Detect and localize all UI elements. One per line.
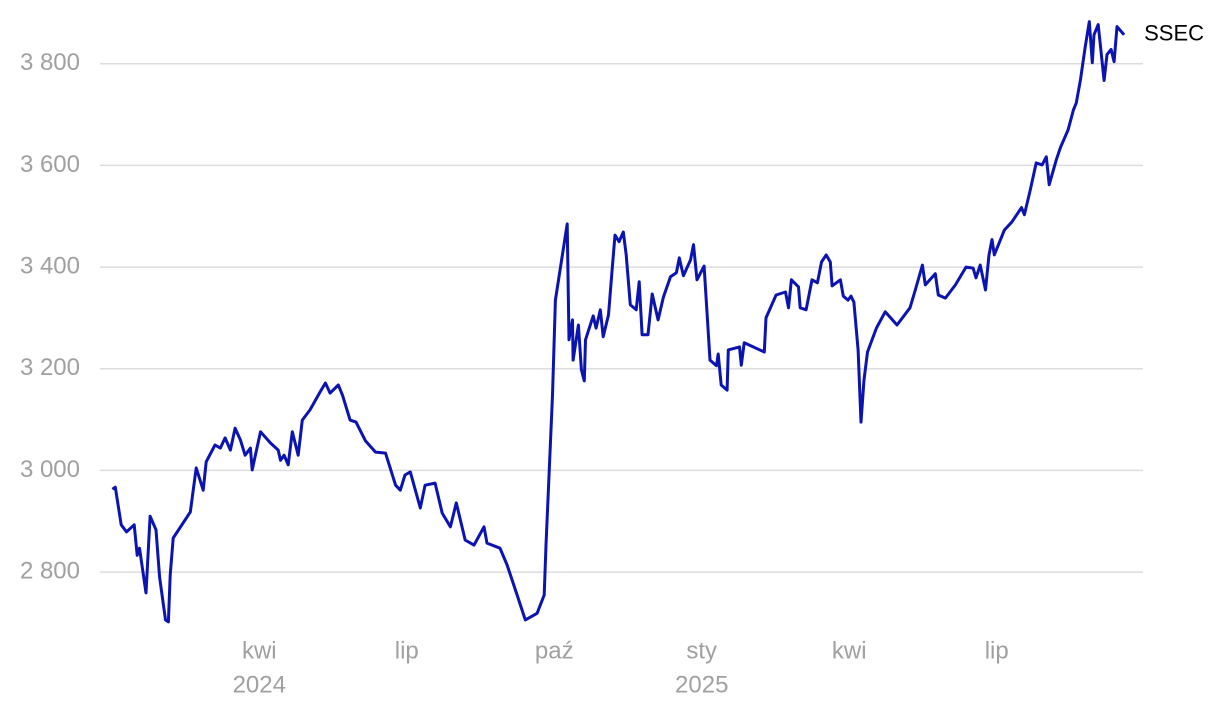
x-tick-label: lip xyxy=(985,637,1009,664)
x-tick-label: sty xyxy=(686,637,717,664)
x-tick-label: lip xyxy=(395,637,419,664)
y-tick-label: 3 200 xyxy=(20,354,80,381)
y-tick-label: 2 800 xyxy=(20,557,80,584)
y-tick-label: 3 400 xyxy=(20,252,80,279)
y-tick-label: 3 600 xyxy=(20,151,80,178)
series-line xyxy=(111,20,1126,624)
y-tick-label: 3 800 xyxy=(20,49,80,76)
x-year-label: 2025 xyxy=(675,671,728,698)
x-tick-label: kwi xyxy=(832,637,867,664)
series-label: SSEC xyxy=(1144,21,1204,46)
y-tick-label: 3 000 xyxy=(20,456,80,483)
x-year-label: 2024 xyxy=(233,671,286,698)
x-tick-label: kwi xyxy=(242,637,277,664)
x-tick-label: paź xyxy=(535,637,574,664)
